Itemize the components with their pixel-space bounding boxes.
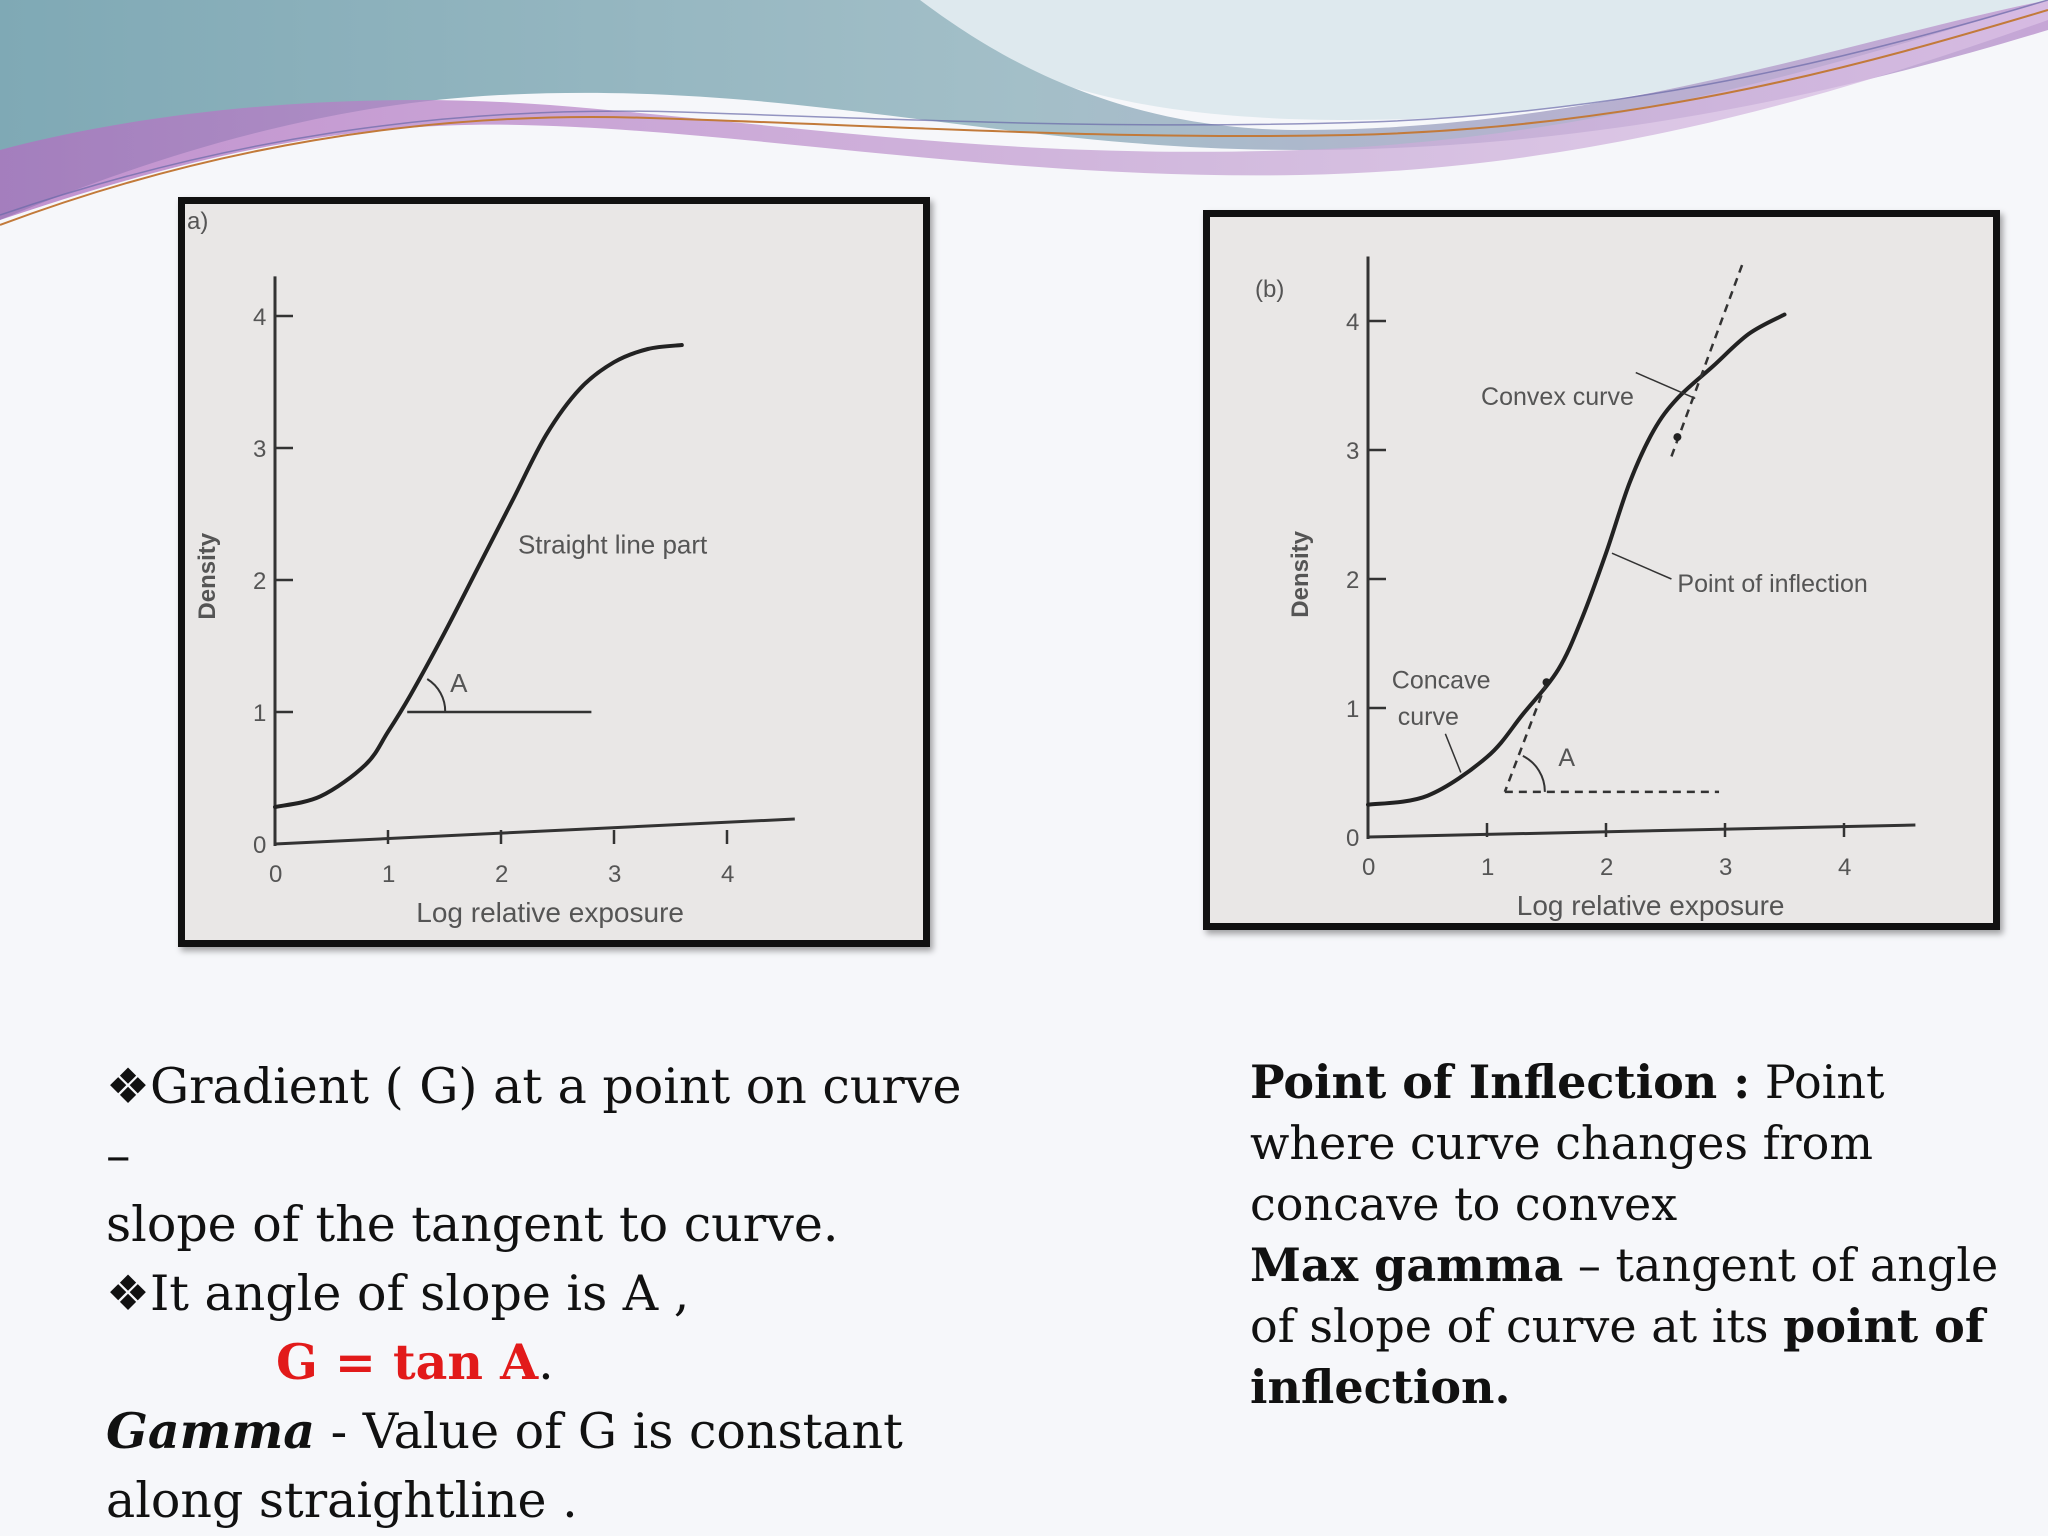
formula-line: G = tan A. bbox=[106, 1328, 966, 1397]
x-axis bbox=[1367, 823, 1916, 839]
lower-tangent-line bbox=[1503, 681, 1548, 793]
annotation-angle: A bbox=[1558, 744, 1575, 772]
y-tick-label: 4 bbox=[1346, 309, 1359, 336]
bullet-icon: ❖ bbox=[106, 1058, 150, 1115]
annotation-inflection: Point of inflection bbox=[1677, 570, 1867, 598]
annotation: Straight line part bbox=[518, 530, 708, 560]
y-axis-label: Density bbox=[1287, 530, 1314, 617]
formula-period: . bbox=[538, 1334, 554, 1391]
angle-arc bbox=[426, 678, 447, 713]
y-axis-label: Density bbox=[194, 532, 221, 619]
poi-definition: Point where curve changes from concave t… bbox=[1250, 1055, 1885, 1231]
poi-term: Point of Inflection : bbox=[1250, 1055, 1751, 1109]
y-tick-label: 0 bbox=[1346, 825, 1359, 852]
panel-label: (b) bbox=[1255, 276, 1284, 303]
convex-leader-line bbox=[1635, 371, 1696, 400]
y-tick-label: 1 bbox=[1346, 696, 1359, 723]
bullet-gradient: ❖Gradient ( G) at a point on curve – bbox=[106, 1052, 966, 1190]
chart-a: 0 1 2 3 4 0 1 2 3 4 Log relative exposure Density a)… bbox=[187, 208, 795, 928]
chart-b: 0 1 2 3 4 0 1 2 3 4 Log relative exposure Density (b… bbox=[1255, 256, 1916, 921]
x-tick-label: 3 bbox=[608, 861, 621, 888]
poi-emphasis: point of inflection. bbox=[1250, 1299, 1985, 1414]
x-tick-label: 0 bbox=[1362, 854, 1375, 881]
x-tick-label: 4 bbox=[1838, 854, 1851, 881]
header-wave-decoration bbox=[0, 0, 2048, 226]
characteristic-curve bbox=[273, 343, 684, 810]
x-axis-label: Log relative exposure bbox=[1517, 890, 1785, 921]
annotation-concave: Concave bbox=[1392, 667, 1491, 695]
concave-leader-line bbox=[1444, 733, 1462, 773]
gamma-definition: - Value of G is constant bbox=[315, 1403, 903, 1460]
y-tick-label: 4 bbox=[253, 304, 266, 331]
x-tick-label: 4 bbox=[721, 861, 734, 888]
max-gamma-term: Max gamma bbox=[1250, 1238, 1564, 1292]
panel-label: a) bbox=[187, 208, 208, 235]
inflection-leader-line bbox=[1611, 552, 1672, 580]
y-tick-label: 2 bbox=[1346, 567, 1359, 594]
bullet-angle: ❖It angle of slope is A , bbox=[106, 1259, 966, 1328]
upper-tangent-point bbox=[1673, 433, 1682, 442]
right-text-block: Point of Inflection : Point where curve … bbox=[1250, 1052, 2010, 1418]
x-tick-label: 2 bbox=[1600, 854, 1613, 881]
y-tick-label: 3 bbox=[253, 436, 266, 463]
x-tick-label: 1 bbox=[1481, 854, 1494, 881]
figure-b-frame: 0 1 2 3 4 0 1 2 3 4 Log relative exposure Density (b… bbox=[1203, 210, 2000, 930]
annotation-convex: Convex curve bbox=[1481, 383, 1634, 411]
annotation: A bbox=[450, 668, 468, 698]
gradient-line: Gradient ( G) at a point on curve – bbox=[106, 1058, 962, 1184]
upper-tangent-line bbox=[1670, 262, 1745, 457]
straightline-line: along straightline . bbox=[106, 1472, 578, 1529]
angle-line: It angle of slope is A , bbox=[149, 1265, 690, 1322]
max-gamma-paragraph: Max gamma – tangent of angle of slope of… bbox=[1250, 1235, 2010, 1418]
x-tick-label: 0 bbox=[269, 861, 282, 888]
bullet-icon: ❖ bbox=[106, 1265, 150, 1322]
angle-arc bbox=[1522, 754, 1546, 792]
y-tick-label: 0 bbox=[253, 832, 266, 859]
poi-paragraph: Point of Inflection : Point where curve … bbox=[1250, 1052, 2010, 1235]
y-tick-label: 2 bbox=[253, 568, 266, 595]
x-tick-label: 1 bbox=[382, 861, 395, 888]
left-text-block: ❖Gradient ( G) at a point on curve – slo… bbox=[106, 1052, 966, 1535]
x-axis-label: Log relative exposure bbox=[416, 897, 684, 928]
formula: G = tan A bbox=[276, 1333, 539, 1391]
gamma-line: Gamma - Value of G is constant bbox=[106, 1397, 966, 1466]
max-gamma-definition: – tangent of angle of slope of curve at … bbox=[1250, 1238, 1999, 1353]
annotation-curve: curve bbox=[1398, 703, 1459, 731]
gamma-term: Gamma bbox=[106, 1402, 316, 1460]
characteristic-curve bbox=[1366, 312, 1787, 807]
figure-a-frame: 0 1 2 3 4 0 1 2 3 4 Log relative exposure Density a)… bbox=[178, 197, 930, 947]
x-tick-label: 3 bbox=[1719, 854, 1732, 881]
lower-tangent-point bbox=[1542, 678, 1551, 687]
y-tick-label: 3 bbox=[1346, 438, 1359, 465]
tangent-line: slope of the tangent to curve. bbox=[106, 1196, 839, 1253]
y-tick-label: 1 bbox=[253, 700, 266, 727]
x-axis bbox=[274, 817, 795, 846]
x-tick-label: 2 bbox=[495, 861, 508, 888]
